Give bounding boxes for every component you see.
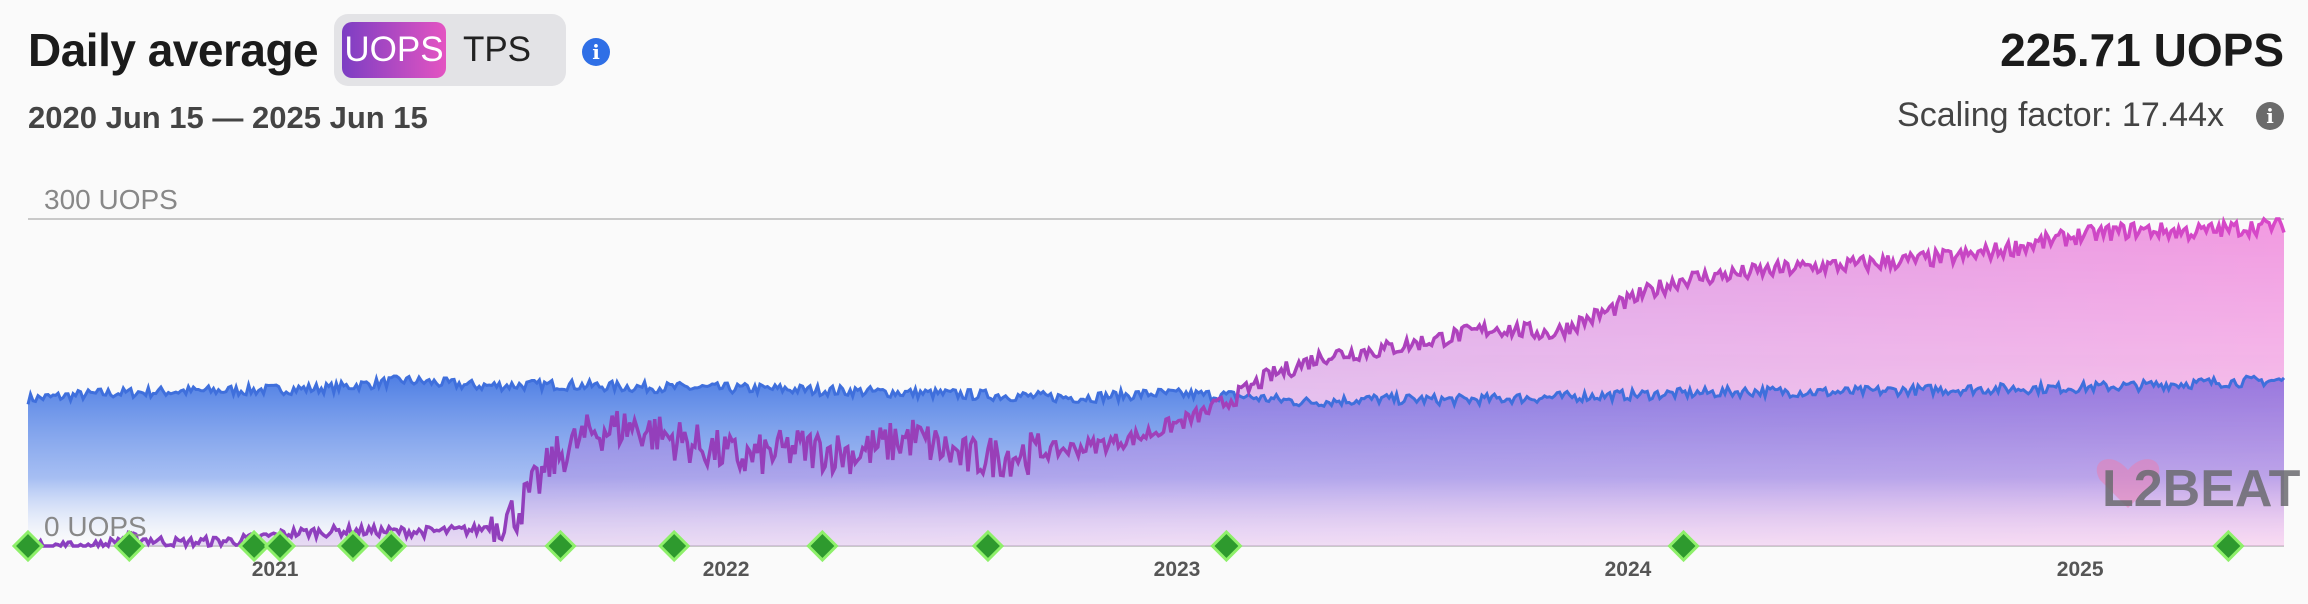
- heart-icon: [2096, 459, 2160, 508]
- metric-toggle: UOPS TPS: [334, 14, 566, 86]
- tps-series-line: [26, 373, 2286, 410]
- toggle-uops[interactable]: UOPS: [342, 22, 446, 78]
- l2beat-logo: L2BEAT: [2096, 459, 2301, 518]
- x-tick-label: 2025: [2057, 558, 2104, 581]
- milestone-marker[interactable]: [2212, 529, 2245, 563]
- milestone-marker[interactable]: [375, 529, 408, 563]
- uops-area: [28, 219, 2284, 546]
- milestone-marker[interactable]: [237, 529, 271, 563]
- x-tick-label: 2023: [1154, 558, 1201, 581]
- info-icon[interactable]: i: [582, 38, 610, 66]
- milestone-marker[interactable]: [971, 529, 1005, 563]
- scaling-factor: Scaling factor: 17.44x: [1897, 96, 2224, 134]
- milestones: [11, 529, 2245, 563]
- y-tick-top: 300 UOPS: [44, 184, 178, 215]
- milestone-marker[interactable]: [336, 529, 370, 563]
- current-value: 225.71 UOPS: [2000, 24, 2284, 76]
- x-axis-ticks: 2021 2022 2023 2024 2025: [252, 558, 2104, 581]
- page-title: Daily average: [28, 24, 319, 76]
- milestone-marker[interactable]: [263, 529, 297, 563]
- uops-series-line: [26, 215, 2286, 551]
- milestone-marker[interactable]: [1667, 529, 1700, 563]
- milestone-marker[interactable]: [806, 529, 839, 563]
- x-tick-label: 2022: [703, 558, 750, 581]
- milestone-marker[interactable]: [544, 529, 577, 563]
- toggle-tps[interactable]: TPS: [462, 30, 532, 69]
- date-range: 2020 Jun 15 — 2025 Jun 15: [28, 100, 428, 135]
- x-tick-label: 2024: [1605, 558, 1652, 581]
- scaling-info-icon[interactable]: i: [2256, 102, 2284, 130]
- milestone-marker[interactable]: [658, 529, 691, 563]
- x-tick-label: 2021: [252, 558, 299, 581]
- milestone-marker[interactable]: [113, 529, 146, 563]
- milestone-marker[interactable]: [11, 529, 45, 563]
- logo-text: L2BEAT: [2102, 460, 2301, 518]
- milestone-marker[interactable]: [1210, 529, 1243, 563]
